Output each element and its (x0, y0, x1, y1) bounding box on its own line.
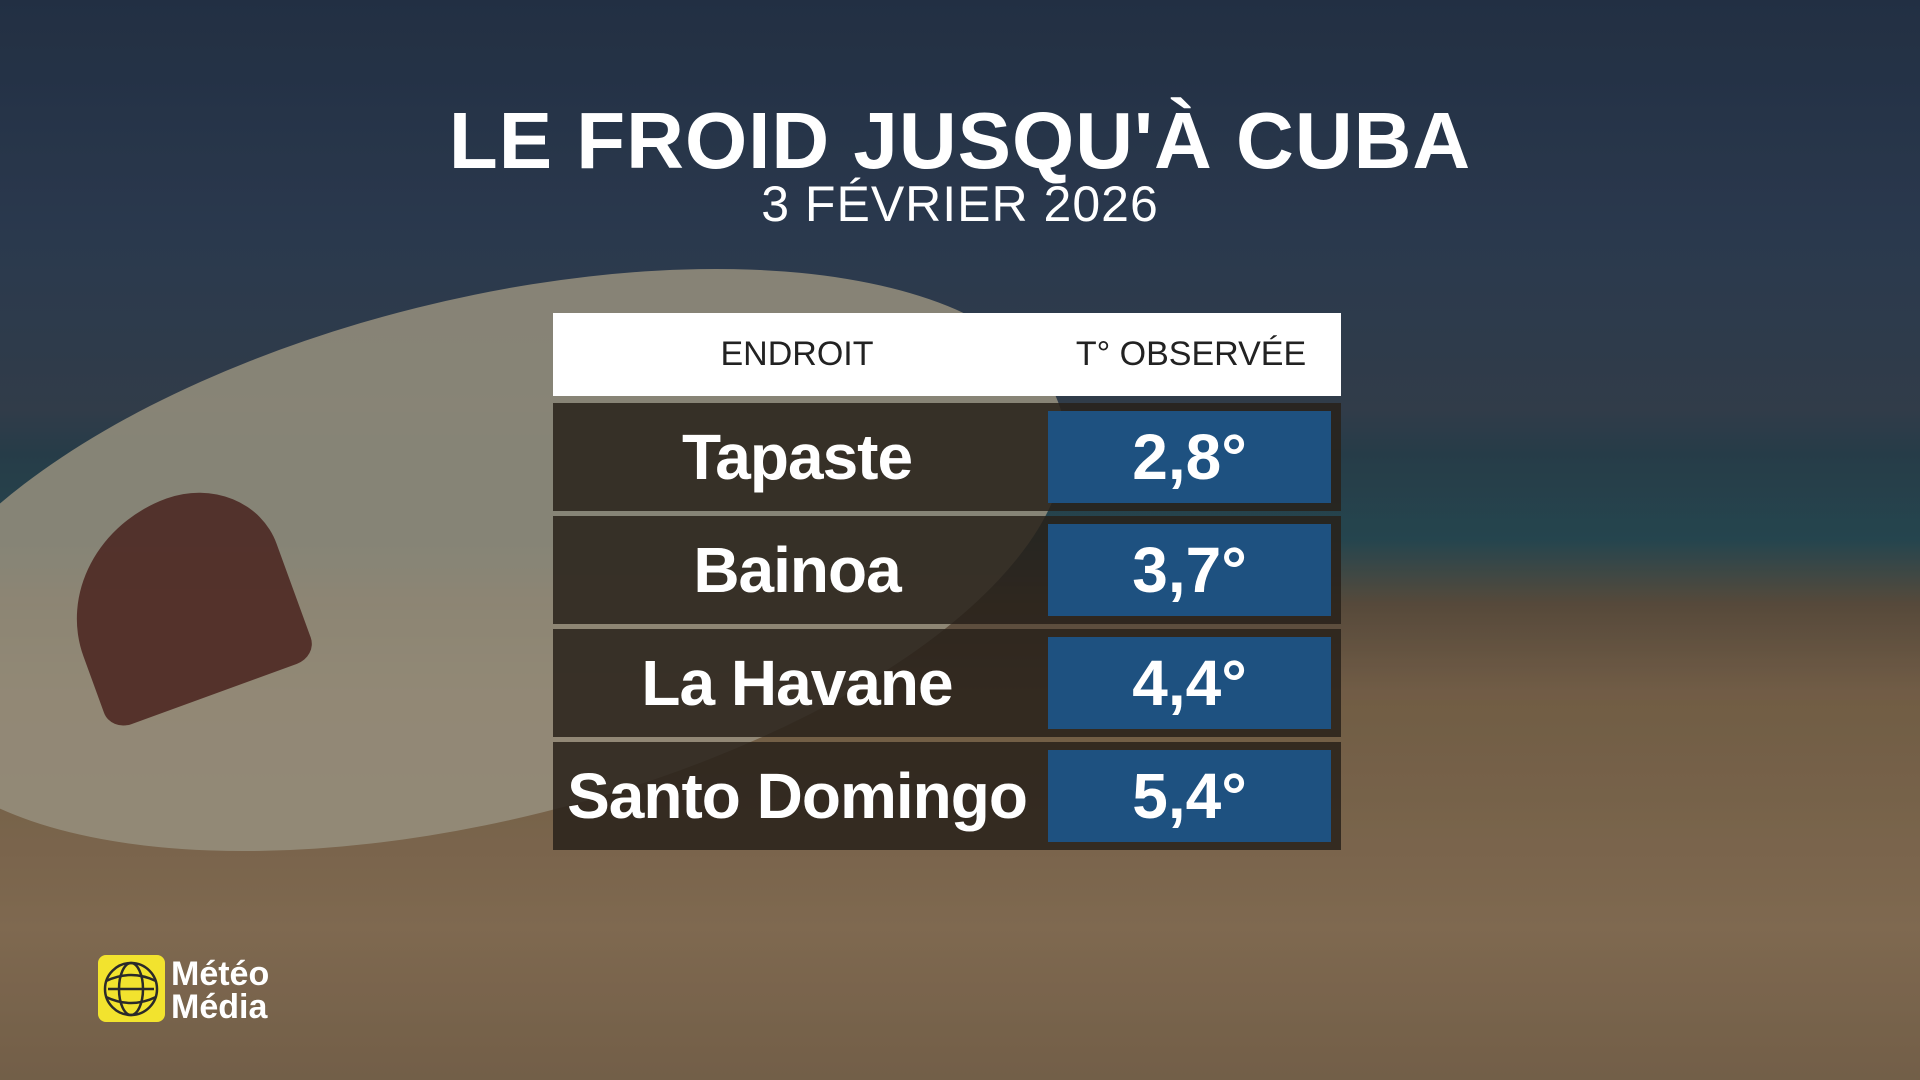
temperature: 4,4° (1048, 637, 1331, 729)
table-row: Tapaste 2,8° (553, 403, 1341, 511)
temperature: 3,7° (1048, 524, 1331, 616)
table-row: La Havane 4,4° (553, 629, 1341, 737)
logo-text: Média (171, 988, 268, 1026)
logo-text: Météo (171, 955, 270, 993)
logo-globe (103, 961, 159, 1017)
place-name: Santo Domingo (567, 760, 1028, 832)
temperature: 2,8° (1048, 411, 1331, 503)
subtitle: 3 FÉVRIER 2026 (761, 176, 1159, 232)
column-header: T° OBSERVÉE (1075, 335, 1307, 373)
place-name: Bainoa (693, 534, 901, 606)
table-row: Bainoa 3,7° (553, 516, 1341, 624)
table-header: ENDROIT T° OBSERVÉE (553, 313, 1341, 396)
temperature: 5,4° (1048, 750, 1331, 842)
place-name: Tapaste (681, 421, 913, 493)
title: LE FROID JUSQU'À CUBA (448, 96, 1472, 185)
table-row: Santo Domingo 5,4° (553, 742, 1341, 850)
place-name: La Havane (641, 647, 953, 719)
logo-icon (98, 955, 165, 1022)
column-header: ENDROIT (720, 335, 874, 373)
